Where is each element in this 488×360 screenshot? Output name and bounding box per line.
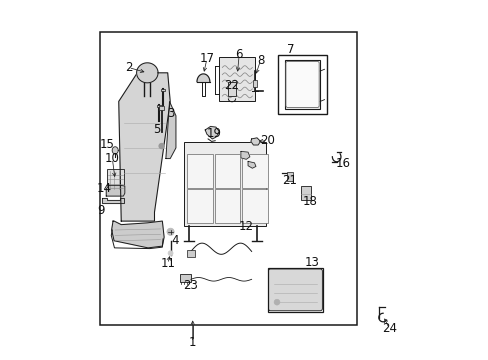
Circle shape <box>274 299 279 305</box>
Bar <box>242 189 267 223</box>
Polygon shape <box>205 126 219 139</box>
Text: 8: 8 <box>256 54 264 67</box>
Text: 19: 19 <box>206 127 221 140</box>
Text: 20: 20 <box>260 134 275 147</box>
Circle shape <box>159 144 164 149</box>
Bar <box>286 172 292 181</box>
Text: 11: 11 <box>160 257 175 270</box>
Text: 5: 5 <box>153 123 161 136</box>
Bar <box>214 189 240 223</box>
Bar <box>100 32 356 325</box>
Polygon shape <box>111 221 164 248</box>
Text: 12: 12 <box>238 220 253 233</box>
Circle shape <box>168 251 173 256</box>
Text: 2: 2 <box>124 61 132 74</box>
Polygon shape <box>136 63 158 83</box>
Text: 3: 3 <box>167 107 175 120</box>
Bar <box>219 57 255 102</box>
Bar <box>107 169 124 191</box>
Bar <box>159 106 163 111</box>
Text: 1: 1 <box>188 336 196 349</box>
Polygon shape <box>250 138 260 145</box>
Polygon shape <box>112 147 118 154</box>
Text: 24: 24 <box>381 322 396 335</box>
Text: 22: 22 <box>224 79 239 92</box>
Polygon shape <box>241 152 249 159</box>
Bar <box>214 154 240 188</box>
Bar <box>180 274 190 282</box>
Text: 9: 9 <box>97 204 104 217</box>
Text: 18: 18 <box>303 195 317 208</box>
Bar <box>228 82 235 96</box>
Bar <box>278 55 326 114</box>
Polygon shape <box>247 161 255 168</box>
Text: 14: 14 <box>97 183 112 195</box>
Bar <box>253 80 257 87</box>
Text: 21: 21 <box>281 174 296 186</box>
Bar <box>267 267 323 312</box>
Text: 16: 16 <box>335 157 349 170</box>
Text: 17: 17 <box>199 52 214 65</box>
Text: 7: 7 <box>286 43 294 56</box>
Polygon shape <box>102 198 123 203</box>
Bar <box>187 250 195 257</box>
Polygon shape <box>119 73 170 221</box>
Polygon shape <box>165 102 176 158</box>
Text: 15: 15 <box>100 138 114 151</box>
Bar <box>242 154 267 188</box>
Circle shape <box>166 228 174 235</box>
Polygon shape <box>106 185 124 196</box>
Text: 6: 6 <box>235 49 243 62</box>
FancyBboxPatch shape <box>268 269 322 311</box>
Bar <box>157 105 162 108</box>
Bar <box>187 154 213 188</box>
Bar <box>285 60 320 109</box>
Bar <box>187 189 213 223</box>
Text: 4: 4 <box>171 234 178 247</box>
Polygon shape <box>197 74 209 82</box>
Text: 23: 23 <box>183 279 198 292</box>
Bar <box>161 89 165 91</box>
Bar <box>183 143 265 226</box>
Text: 10: 10 <box>104 152 120 165</box>
Text: 13: 13 <box>305 256 319 269</box>
FancyBboxPatch shape <box>285 62 319 108</box>
Bar <box>300 186 310 200</box>
